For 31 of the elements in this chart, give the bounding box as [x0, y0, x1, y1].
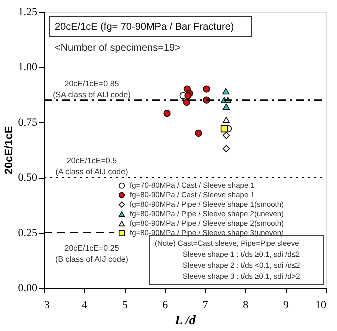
x-tick-label: 4 [82, 300, 88, 312]
x-tick-label: 9 [283, 300, 290, 312]
point [220, 125, 228, 133]
x-tick-label: 10 [316, 300, 327, 312]
ref-line-label: 20cE/1cE=0.5 (A class of AIJ code) [56, 156, 129, 177]
x-tick-label: 6 [162, 300, 169, 312]
point [195, 130, 202, 137]
point [183, 98, 191, 106]
point [222, 132, 230, 140]
x-tick-label: 3 [44, 300, 50, 312]
y-axis-title: 20cE/1cE [3, 126, 16, 175]
text: <Number of specimens=19> [55, 43, 182, 54]
point [222, 145, 230, 152]
point [222, 117, 230, 124]
point [222, 88, 230, 95]
x-tick-label: 5 [122, 300, 128, 312]
text: 20cE/1cE (fg= 70-90MPa / Bar Fracture) [55, 22, 234, 33]
point [164, 110, 171, 118]
point [222, 104, 230, 110]
x-axis-title: L /d [174, 312, 196, 328]
ref-line-label: 20cE/1cE=0.25 (B class of AIJ code) [56, 244, 129, 264]
y-tick-label: 0.50 [18, 172, 38, 184]
ref-line-label: 20cE/1cE=0.85 (SA class of AIJ code) [53, 79, 132, 100]
y-tick-label: 0.25 [18, 227, 38, 240]
y-tick-label: 0.00 [18, 282, 38, 294]
y-tick-label: 1.00 [18, 62, 38, 74]
y-tick-label: 0.75 [18, 116, 38, 129]
y-tick-label: 1.25 [18, 6, 38, 18]
x-tick-label: 8 [243, 300, 250, 312]
x-tick-label: 7 [202, 300, 209, 312]
point [203, 86, 210, 93]
